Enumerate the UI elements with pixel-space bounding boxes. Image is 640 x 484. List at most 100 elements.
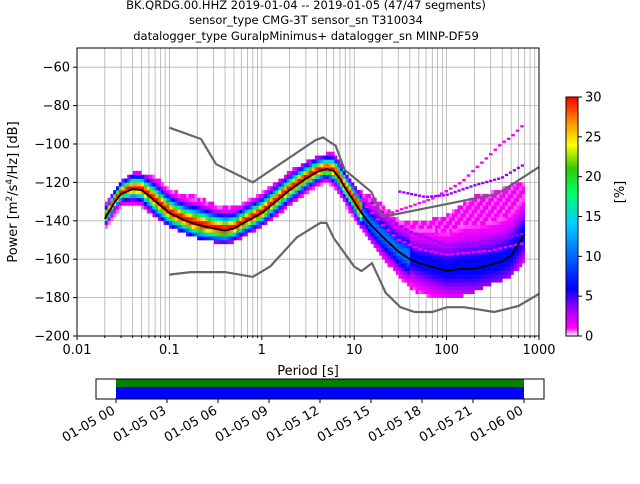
psd-cell xyxy=(132,201,136,206)
psd-cell xyxy=(485,255,489,260)
psd-cell xyxy=(250,213,254,218)
psd-cell xyxy=(491,270,495,275)
psd-cell xyxy=(521,255,525,260)
psd-cell xyxy=(432,255,436,260)
psd-cell xyxy=(107,216,111,222)
psd-cell xyxy=(451,224,456,229)
psd-cell xyxy=(157,178,162,183)
psd-cell xyxy=(479,282,483,287)
psd-cell xyxy=(283,178,288,183)
psd-cell xyxy=(264,220,268,225)
psd-cell xyxy=(152,174,156,179)
psd-cell xyxy=(197,216,201,222)
psd-cell xyxy=(510,266,514,272)
psd-cell xyxy=(348,205,352,210)
psd-cell xyxy=(449,255,453,260)
psd-outlier-cell xyxy=(412,246,418,249)
psd-cell xyxy=(300,170,304,176)
psd-cell xyxy=(311,178,316,183)
psd-cell xyxy=(144,174,148,179)
psd-cell xyxy=(465,278,470,283)
psd-outlier-cell xyxy=(398,190,402,193)
psd-cell xyxy=(183,205,187,210)
psd-cell xyxy=(155,201,159,206)
psd-cell xyxy=(135,182,139,187)
psd-cell xyxy=(286,182,290,187)
psd-cell xyxy=(454,240,458,245)
psd-cell xyxy=(373,243,377,248)
psd-cell xyxy=(446,293,450,298)
psd-cell xyxy=(519,243,523,248)
psd-cell xyxy=(300,182,304,187)
psd-cell xyxy=(230,220,234,225)
psd-cell xyxy=(188,224,192,229)
psd-cell xyxy=(323,155,327,160)
psd-cell xyxy=(446,224,450,229)
psd-cell xyxy=(236,209,240,214)
psd-cell xyxy=(236,228,240,233)
psd-cell xyxy=(488,278,492,283)
psd-cell xyxy=(423,251,428,256)
psd-cell xyxy=(311,186,316,191)
psd-cell xyxy=(407,228,411,233)
psd-cell xyxy=(401,278,405,283)
psd-outlier-cell xyxy=(514,243,519,247)
psd-cell xyxy=(236,216,240,222)
psd-cell xyxy=(443,282,447,287)
psd-cell xyxy=(432,282,436,287)
psd-cell xyxy=(241,228,246,233)
psd-cell xyxy=(485,236,489,241)
psd-cell xyxy=(505,224,509,229)
psd-cell xyxy=(446,255,450,260)
psd-cell xyxy=(127,182,131,187)
psd-cell xyxy=(510,197,514,202)
psd-cell xyxy=(479,255,483,260)
psd-cell xyxy=(479,220,483,225)
psd-cell xyxy=(370,236,374,241)
psd-cell xyxy=(227,216,232,222)
psd-cell xyxy=(491,255,495,260)
psd-cell xyxy=(328,182,332,187)
psd-cell xyxy=(233,224,237,229)
psd-cell xyxy=(429,259,433,264)
psd-cell xyxy=(356,193,360,199)
psd-cell xyxy=(513,240,517,245)
psd-cell xyxy=(211,228,215,233)
psd-outlier-cell xyxy=(493,148,498,151)
psd-cell xyxy=(493,190,497,195)
psd-cell xyxy=(521,182,525,187)
psd-cell xyxy=(191,228,195,233)
psd-cell xyxy=(465,209,470,214)
psd-cell xyxy=(365,228,369,233)
psd-outlier-cell xyxy=(515,234,519,237)
psd-outlier-cell xyxy=(497,177,501,180)
psd-cell xyxy=(261,197,265,202)
psd-cell xyxy=(353,213,358,218)
psd-cell xyxy=(393,259,397,264)
psd-cell xyxy=(157,209,162,214)
y-axis-ticks: −60−80−100−120−140−160−180−200 xyxy=(34,61,77,345)
psd-cell xyxy=(477,282,481,287)
psd-cell xyxy=(521,228,525,233)
psd-cell xyxy=(437,220,442,225)
psd-cell xyxy=(194,197,198,202)
psd-cell xyxy=(493,216,497,222)
psd-cell xyxy=(465,282,470,287)
psd-cell xyxy=(208,228,212,233)
psd-cell xyxy=(432,263,436,268)
psd-cell xyxy=(325,178,330,183)
y-tick-label: −140 xyxy=(34,214,70,229)
psd-cell xyxy=(130,174,134,179)
psd-cell xyxy=(499,243,503,248)
psd-cell xyxy=(435,255,439,260)
psd-cell xyxy=(457,205,461,210)
psd-cell xyxy=(451,236,456,241)
psd-cell xyxy=(191,205,195,210)
psd-cell xyxy=(404,251,408,256)
psd-outlier-cell xyxy=(489,153,493,156)
psd-cell xyxy=(171,190,176,195)
psd-outlier-cell xyxy=(476,241,481,244)
psd-cell xyxy=(471,255,475,260)
psd-cell xyxy=(471,232,475,237)
psd-cell xyxy=(202,201,206,206)
